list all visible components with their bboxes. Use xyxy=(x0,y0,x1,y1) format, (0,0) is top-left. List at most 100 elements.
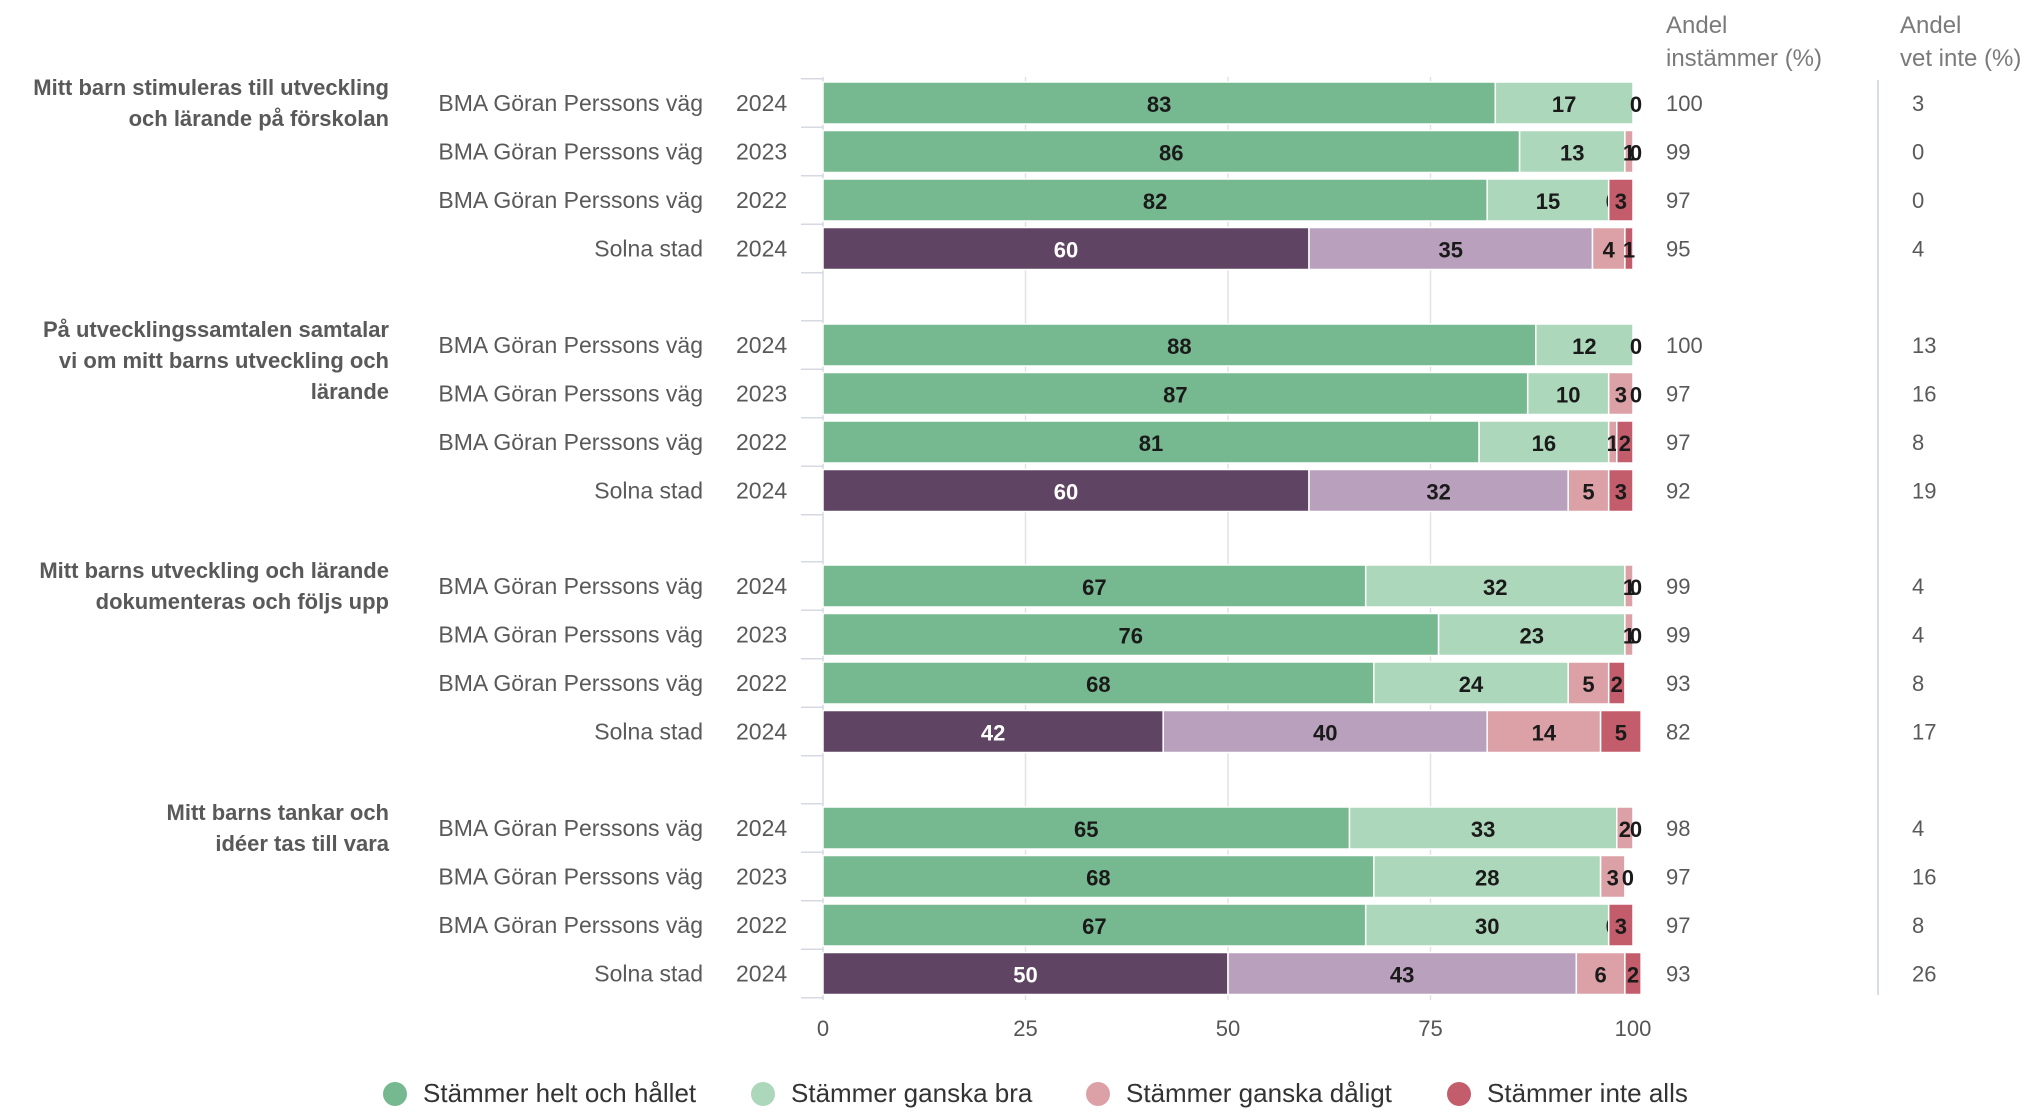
share-dont-know-value: 3 xyxy=(1912,91,1924,116)
share-agree-value: 95 xyxy=(1666,237,1690,262)
x-tick-label: 0 xyxy=(817,1016,829,1041)
bar-data-label: 67 xyxy=(1082,914,1106,939)
bar-segment xyxy=(1624,951,1642,996)
bar-segment xyxy=(822,81,1497,125)
share-dont-know-value: 26 xyxy=(1912,962,1936,987)
share-dont-know-value: 13 xyxy=(1912,333,1936,358)
year-label: 2024 xyxy=(736,90,787,116)
legend-label[interactable]: Stämmer helt och hållet xyxy=(423,1078,697,1108)
bar-data-label: 0 xyxy=(1630,575,1642,600)
share-agree-value: 99 xyxy=(1666,574,1690,599)
year-label: 2024 xyxy=(736,573,787,599)
bar-segment xyxy=(1478,420,1610,464)
legend-marker[interactable] xyxy=(1447,1082,1471,1106)
share-dont-know-value: 17 xyxy=(1912,720,1936,745)
bar-segment xyxy=(1599,709,1642,754)
year-label: 2022 xyxy=(736,670,787,696)
bar-data-label: 1 xyxy=(1623,624,1635,649)
unit-label: BMA Göran Perssons väg xyxy=(438,90,703,116)
question-label: Mitt barns utveckling och lärande xyxy=(39,558,389,583)
bar-data-label: 82 xyxy=(1143,189,1167,214)
x-tick-label: 50 xyxy=(1216,1016,1240,1041)
share-agree-header: instämmer (%) xyxy=(1666,45,1822,72)
share-agree-value: 99 xyxy=(1666,623,1690,648)
bar-data-label: 5 xyxy=(1615,721,1627,746)
bar-segment xyxy=(1607,468,1634,513)
year-label: 2022 xyxy=(736,187,787,213)
bar-data-label: 0 xyxy=(1630,334,1642,359)
legend-label[interactable]: Stämmer ganska bra xyxy=(791,1078,1033,1108)
bar-data-label: 12 xyxy=(1572,334,1596,359)
bar-segment xyxy=(1526,371,1610,416)
x-tick-label: 25 xyxy=(1013,1016,1037,1041)
share-dont-know-value: 4 xyxy=(1912,816,1924,841)
year-label: 2023 xyxy=(736,864,787,890)
bar-segment xyxy=(1599,854,1626,899)
bar-segment xyxy=(822,612,1440,657)
share-dont-know-header: Andel xyxy=(1900,12,1961,39)
bar-data-label: 68 xyxy=(1086,866,1110,891)
share-agree-header: Andel xyxy=(1666,12,1727,39)
bar-data-label: 0 xyxy=(1622,866,1634,891)
bar-data-label: 83 xyxy=(1147,92,1171,117)
bar-data-label: 33 xyxy=(1471,817,1495,842)
bar-segment xyxy=(822,226,1310,271)
legend-marker[interactable] xyxy=(751,1082,775,1106)
bar-data-label: 1 xyxy=(1623,575,1635,600)
bar-segment xyxy=(822,129,1521,174)
bar-segment xyxy=(1486,709,1602,754)
legend-marker[interactable] xyxy=(383,1082,407,1106)
unit-label: Solna stad xyxy=(594,719,703,745)
unit-label: BMA Göran Perssons väg xyxy=(438,187,703,213)
bar-data-label: 1 xyxy=(1623,141,1635,166)
share-dont-know-value: 4 xyxy=(1912,574,1924,599)
unit-label: BMA Göran Perssons väg xyxy=(438,622,703,648)
bar-segment xyxy=(1535,323,1634,367)
bar-data-label: 1 xyxy=(1623,238,1635,263)
bar-data-label: 68 xyxy=(1086,672,1110,697)
bar-segment xyxy=(1616,420,1634,464)
bar-data-label: 81 xyxy=(1139,431,1163,456)
bar-data-label: 0 xyxy=(1630,92,1642,117)
bar-data-label: 32 xyxy=(1483,575,1507,600)
bar-data-label: 5 xyxy=(1582,672,1594,697)
bar-segment xyxy=(822,323,1537,367)
share-agree-value: 99 xyxy=(1666,140,1690,165)
bar-data-label: 60 xyxy=(1054,238,1078,263)
share-agree-value: 97 xyxy=(1666,430,1690,455)
bar-data-label: 15 xyxy=(1536,189,1560,214)
bar-data-label: 23 xyxy=(1520,624,1544,649)
share-agree-value: 93 xyxy=(1666,962,1690,987)
bar-data-label: 88 xyxy=(1167,334,1191,359)
share-dont-know-value: 4 xyxy=(1912,237,1924,262)
share-dont-know-value: 0 xyxy=(1912,188,1924,213)
question-label: Mitt barn stimuleras till utveckling xyxy=(33,75,389,100)
share-agree-value: 97 xyxy=(1666,913,1690,938)
bar-segment xyxy=(1607,903,1634,947)
unit-label: BMA Göran Perssons väg xyxy=(438,573,703,599)
share-dont-know-value: 8 xyxy=(1912,913,1924,938)
legend-marker[interactable] xyxy=(1086,1082,1110,1106)
bar-data-label: 3 xyxy=(1615,914,1627,939)
bar-segment xyxy=(1364,903,1610,947)
unit-label: Solna stad xyxy=(594,478,703,504)
bar-data-label: 14 xyxy=(1532,721,1557,746)
bar-data-label: 5 xyxy=(1582,480,1594,505)
bar-segment xyxy=(822,854,1375,899)
share-dont-know-value: 8 xyxy=(1912,430,1924,455)
bar-data-label: 43 xyxy=(1390,963,1414,988)
year-label: 2023 xyxy=(736,139,787,165)
x-tick-label: 75 xyxy=(1418,1016,1442,1041)
bar-segment xyxy=(1373,661,1569,705)
bar-data-label: 0 xyxy=(1630,624,1642,649)
bar-data-label: 3 xyxy=(1615,480,1627,505)
legend-label[interactable]: Stämmer ganska dåligt xyxy=(1126,1078,1393,1108)
legend-label[interactable]: Stämmer inte alls xyxy=(1487,1078,1688,1108)
share-agree-value: 93 xyxy=(1666,671,1690,696)
share-dont-know-value: 8 xyxy=(1912,671,1924,696)
unit-label: BMA Göran Perssons väg xyxy=(438,864,703,890)
bar-data-label: 17 xyxy=(1552,92,1576,117)
year-label: 2024 xyxy=(736,719,787,745)
bar-data-label: 35 xyxy=(1439,238,1463,263)
